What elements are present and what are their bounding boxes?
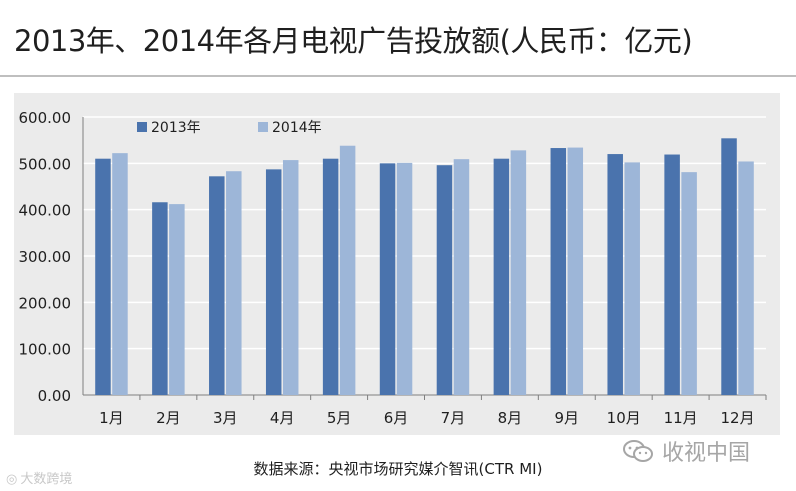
bar-2013年-5月	[322, 158, 339, 395]
bar-2013年-4月	[265, 169, 282, 395]
y-tick-label: 100.00	[19, 341, 72, 359]
legend-label: 2013年	[151, 120, 201, 136]
bar-2014年-5月	[339, 145, 356, 395]
legend-swatch-2013年	[137, 122, 147, 132]
watermark-right: 收视中国	[622, 436, 790, 466]
y-tick-label: 0.00	[38, 387, 71, 405]
bar-2014年-7月	[453, 159, 470, 395]
legend-swatch-2014年	[258, 122, 268, 132]
bar-2013年-3月	[209, 176, 225, 395]
bar-2014年-1月	[112, 153, 128, 395]
bar-2014年-2月	[169, 204, 185, 395]
x-tick-label: 12月	[720, 409, 754, 427]
watermark-right-text: 收视中国	[662, 441, 751, 466]
bar-2014年-10月	[624, 162, 640, 395]
x-tick-label: 3月	[213, 409, 238, 427]
y-tick-label: 500.00	[19, 155, 72, 173]
title-divider	[0, 75, 796, 77]
bar-2013年-1月	[95, 158, 111, 395]
bar-2013年-2月	[152, 202, 168, 395]
bar-2014年-6月	[396, 162, 413, 395]
bar-2013年-11月	[664, 154, 680, 395]
bar-2013年-8月	[493, 158, 510, 395]
y-tick-label: 300.00	[19, 248, 72, 266]
x-tick-label: 2月	[156, 409, 181, 427]
legend-label: 2014年	[272, 120, 322, 136]
bar-2014年-8月	[510, 150, 527, 395]
bar-2013年-12月	[721, 138, 737, 395]
x-tick-label: 6月	[384, 409, 409, 427]
watermark-left: ◎ 大数跨境	[6, 468, 72, 487]
bar-2014年-4月	[282, 160, 299, 395]
bar-2014年-3月	[226, 171, 242, 395]
bar-2013年-10月	[607, 154, 623, 395]
wechat-icon	[623, 440, 653, 462]
watermark-logo-icon: ◎	[6, 472, 18, 487]
bar-chart: 0.00 100.00 200.00 300.00 400.00 500.00 600.00…	[19, 109, 767, 427]
bar-2013年-7月	[436, 165, 453, 395]
chart-panel: 0.00 100.00 200.00 300.00 400.00 500.00 600.00…	[14, 93, 780, 435]
y-tick-label: 400.00	[19, 202, 72, 220]
x-tick-label: 5月	[327, 409, 352, 427]
x-tick-label: 1月	[99, 409, 124, 427]
bar-2013年-9月	[550, 148, 567, 395]
x-tick-label: 7月	[441, 409, 466, 427]
x-tick-label: 4月	[270, 409, 295, 427]
bar-2014年-11月	[681, 172, 697, 395]
x-tick-label: 11月	[664, 409, 698, 427]
bar-2013年-6月	[379, 163, 396, 395]
watermark-left-text: 大数跨境	[20, 472, 73, 487]
y-tick-label: 200.00	[19, 294, 72, 312]
bar-2014年-9月	[567, 147, 584, 395]
x-tick-label: 8月	[498, 409, 523, 427]
chart-title: 2013年、2014年各月电视广告投放额(人民币：亿元)	[14, 24, 693, 58]
x-tick-label: 9月	[555, 409, 580, 427]
source-note: 数据来源：央视市场研究媒介智讯(CTR MI)	[253, 460, 543, 478]
y-tick-label: 600.00	[19, 109, 72, 127]
x-tick-label: 10月	[607, 409, 641, 427]
bar-2014年-12月	[738, 161, 754, 395]
